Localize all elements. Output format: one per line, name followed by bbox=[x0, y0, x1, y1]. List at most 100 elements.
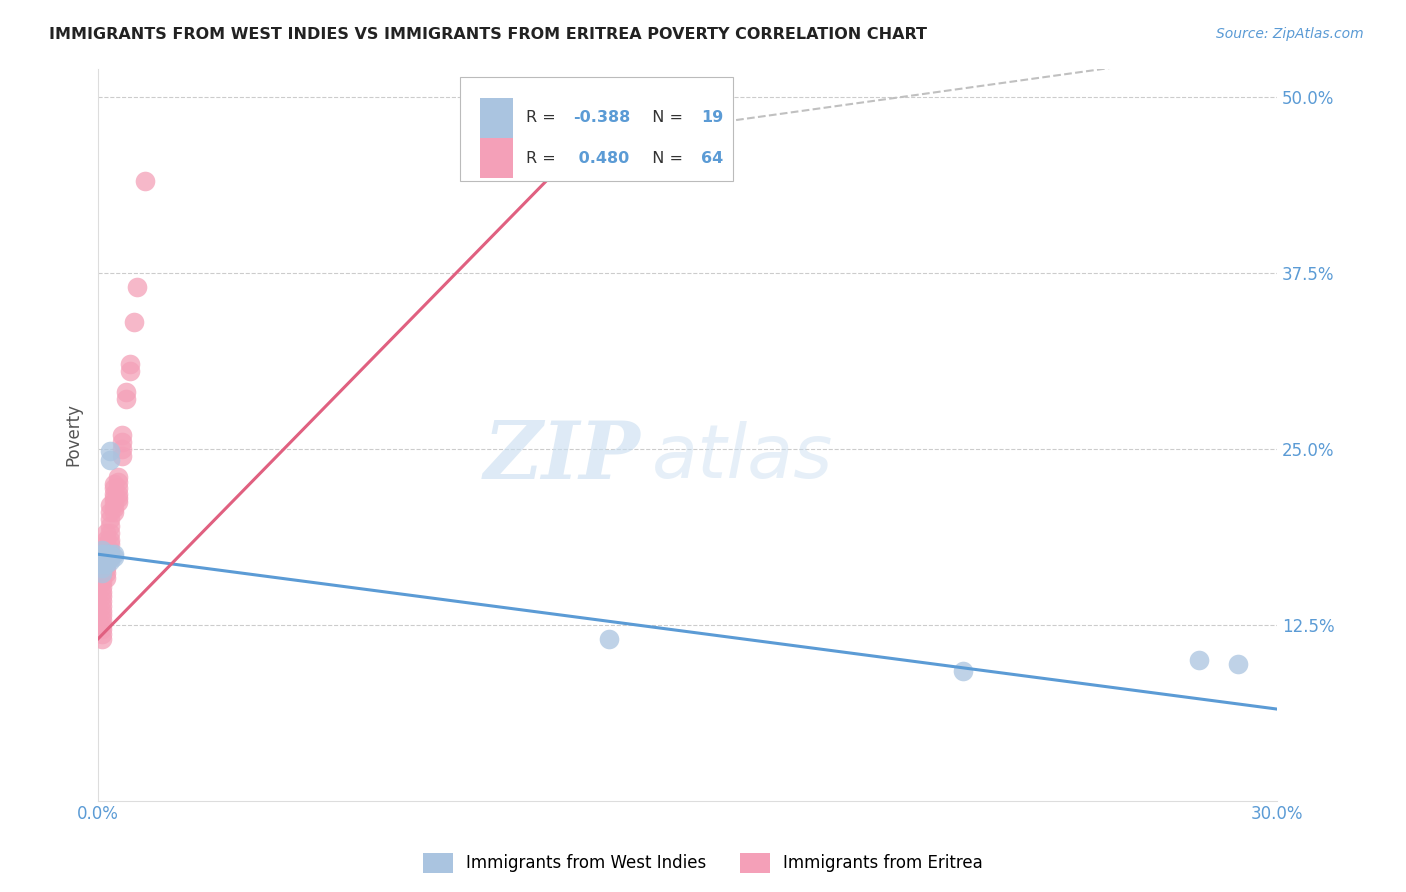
Text: 19: 19 bbox=[700, 111, 723, 126]
Point bbox=[91, 575, 114, 590]
Text: -0.388: -0.388 bbox=[574, 111, 631, 126]
Point bbox=[94, 557, 117, 571]
Point bbox=[98, 547, 121, 561]
Point bbox=[98, 550, 121, 565]
Point bbox=[114, 392, 136, 407]
Point bbox=[103, 486, 125, 500]
Point bbox=[111, 434, 134, 449]
Point bbox=[91, 543, 114, 558]
Point bbox=[111, 449, 134, 463]
Point bbox=[134, 174, 156, 188]
Point bbox=[91, 593, 114, 607]
Text: 0.480: 0.480 bbox=[574, 151, 630, 166]
Point bbox=[94, 543, 117, 558]
Point bbox=[94, 557, 117, 571]
Point bbox=[94, 533, 117, 548]
Point bbox=[122, 315, 145, 329]
Point bbox=[91, 561, 114, 575]
Point bbox=[107, 495, 129, 509]
Point bbox=[1226, 657, 1249, 671]
Point bbox=[98, 512, 121, 526]
Point bbox=[91, 547, 114, 561]
Text: N =: N = bbox=[641, 151, 688, 166]
Text: atlas: atlas bbox=[652, 420, 834, 492]
Point bbox=[94, 550, 117, 565]
Point bbox=[107, 475, 129, 490]
Point bbox=[98, 543, 121, 558]
Point bbox=[598, 632, 620, 646]
Point bbox=[91, 599, 114, 614]
Point bbox=[91, 617, 114, 632]
Point bbox=[98, 526, 121, 541]
Point bbox=[111, 442, 134, 456]
Point bbox=[98, 498, 121, 512]
Point bbox=[118, 364, 141, 378]
Point bbox=[103, 476, 125, 491]
Point bbox=[91, 622, 114, 636]
Point bbox=[94, 547, 117, 561]
Point bbox=[107, 486, 129, 500]
Point bbox=[91, 557, 114, 571]
Point bbox=[1188, 653, 1211, 667]
Point bbox=[91, 566, 114, 580]
Text: IMMIGRANTS FROM WEST INDIES VS IMMIGRANTS FROM ERITREA POVERTY CORRELATION CHART: IMMIGRANTS FROM WEST INDIES VS IMMIGRANT… bbox=[49, 27, 927, 42]
Text: R =: R = bbox=[526, 151, 561, 166]
Point bbox=[98, 444, 121, 458]
Point bbox=[91, 551, 114, 566]
Point bbox=[91, 561, 114, 575]
Point bbox=[94, 537, 117, 551]
Point bbox=[98, 554, 121, 568]
Point bbox=[111, 427, 134, 442]
Text: Source: ZipAtlas.com: Source: ZipAtlas.com bbox=[1216, 27, 1364, 41]
Point bbox=[118, 357, 141, 371]
Point bbox=[94, 526, 117, 541]
Point bbox=[91, 632, 114, 646]
Legend: Immigrants from West Indies, Immigrants from Eritrea: Immigrants from West Indies, Immigrants … bbox=[416, 847, 990, 880]
FancyBboxPatch shape bbox=[481, 138, 513, 178]
Point bbox=[91, 603, 114, 617]
Point bbox=[91, 580, 114, 594]
FancyBboxPatch shape bbox=[460, 78, 733, 180]
Point bbox=[103, 550, 125, 565]
Point bbox=[103, 505, 125, 519]
Point bbox=[91, 551, 114, 566]
Point bbox=[94, 547, 117, 561]
Point bbox=[107, 470, 129, 484]
Point bbox=[98, 551, 121, 566]
Y-axis label: Poverty: Poverty bbox=[65, 403, 82, 466]
Text: R =: R = bbox=[526, 111, 561, 126]
Point bbox=[91, 547, 114, 561]
Point bbox=[103, 481, 125, 495]
Point bbox=[91, 571, 114, 585]
Text: 64: 64 bbox=[700, 151, 723, 166]
Point bbox=[98, 453, 121, 467]
Point bbox=[103, 500, 125, 515]
Point bbox=[98, 547, 121, 561]
Point bbox=[103, 495, 125, 509]
Point bbox=[98, 533, 121, 548]
Point bbox=[91, 554, 114, 568]
Point bbox=[94, 566, 117, 580]
Point bbox=[91, 607, 114, 622]
Point bbox=[952, 664, 974, 678]
Point bbox=[91, 566, 114, 580]
Text: N =: N = bbox=[641, 111, 688, 126]
Point bbox=[91, 590, 114, 604]
Point bbox=[127, 279, 149, 293]
Point bbox=[114, 385, 136, 400]
Point bbox=[98, 519, 121, 533]
Point bbox=[91, 543, 114, 558]
Point bbox=[91, 547, 114, 561]
Point bbox=[91, 585, 114, 599]
Point bbox=[94, 561, 117, 575]
Point bbox=[91, 557, 114, 571]
Point bbox=[98, 505, 121, 519]
Point bbox=[94, 571, 117, 585]
FancyBboxPatch shape bbox=[481, 98, 513, 137]
Point bbox=[94, 551, 117, 566]
Point bbox=[107, 481, 129, 495]
Point bbox=[94, 554, 117, 568]
Point bbox=[103, 547, 125, 561]
Point bbox=[107, 491, 129, 505]
Point bbox=[91, 627, 114, 641]
